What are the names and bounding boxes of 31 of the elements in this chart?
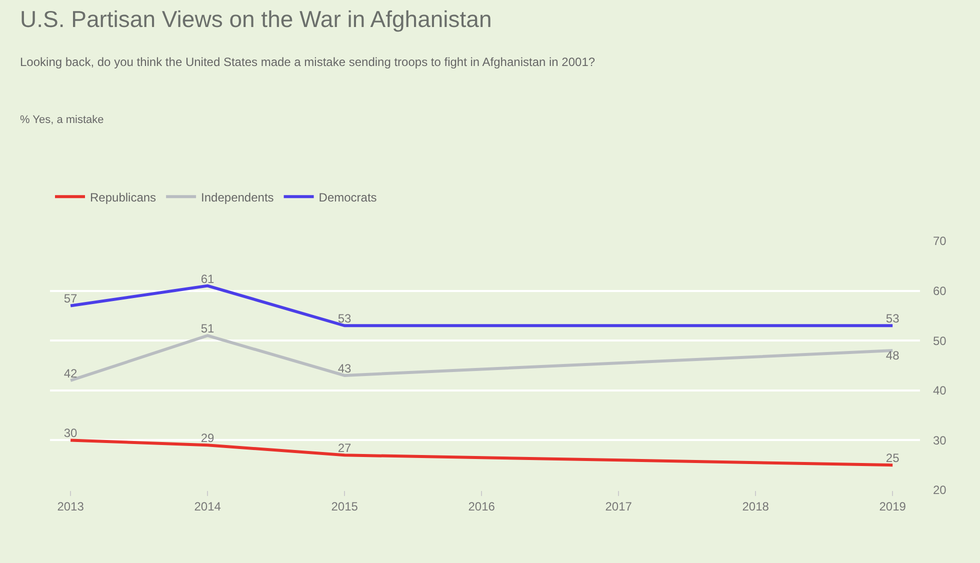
data-label: 53 — [886, 312, 900, 326]
data-label: 43 — [338, 361, 352, 376]
x-tick-label: 2017 — [605, 499, 632, 514]
x-tick-label: 2018 — [742, 499, 770, 514]
legend-label: Democrats — [318, 190, 377, 204]
chart-subtitle: Looking back, do you think the United States made a mistake sending troops to fight in Afghanistan in 2001? — [20, 54, 596, 71]
data-label: 27 — [338, 441, 352, 456]
y-tick-label: 50 — [933, 334, 947, 348]
data-label: 53 — [338, 312, 352, 326]
y-tick-label: 30 — [933, 433, 947, 448]
text: % Yes, a mistake — [20, 114, 104, 126]
x-tick-label: 2016 — [468, 499, 496, 514]
data-label: 48 — [886, 348, 900, 363]
data-label: 25 — [886, 451, 900, 466]
x-tick-label: 2015 — [331, 499, 358, 514]
chart-title: U.S. Partisan Views on the War in Afghanistan — [20, 6, 492, 33]
data-label: 61 — [200, 272, 215, 286]
data-label: 51 — [200, 322, 215, 336]
legend-label: Independents — [201, 190, 274, 204]
data-label: 30 — [64, 426, 78, 440]
y-tick-label: 70 — [933, 234, 947, 248]
y-tick-label: 60 — [933, 284, 947, 298]
legend-label: Republicans — [90, 190, 156, 204]
x-tick-label: 2019 — [879, 499, 906, 514]
x-tick-label: 2013 — [57, 499, 84, 514]
y-tick-label: 20 — [933, 483, 947, 498]
data-label: 29 — [200, 431, 215, 446]
y-tick-label: 40 — [933, 384, 947, 398]
data-label: 42 — [64, 366, 78, 380]
x-tick-label: 2014 — [194, 499, 222, 514]
data-label: 57 — [64, 292, 78, 306]
